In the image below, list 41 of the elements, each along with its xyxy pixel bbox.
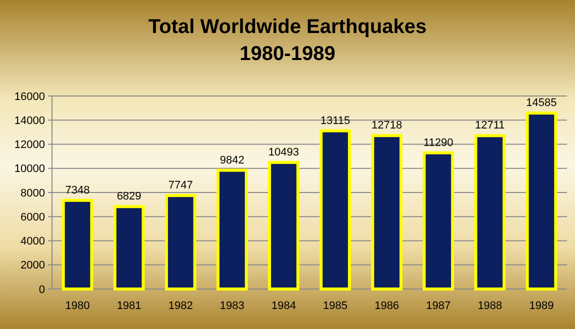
y-tick-label: 4000 — [20, 236, 45, 248]
data-label: 13115 — [320, 114, 350, 127]
x-tick-label: 1986 — [374, 300, 400, 312]
bar — [216, 168, 248, 290]
x-tick-label: 1981 — [116, 300, 142, 312]
data-label: 6829 — [116, 190, 142, 203]
data-label: 14585 — [526, 97, 557, 110]
chart-title: Total Worldwide Earthquakes — [148, 16, 427, 38]
y-tick-label: 12000 — [14, 139, 45, 152]
x-tick-label: 1982 — [168, 300, 193, 312]
data-label: 12711 — [475, 120, 505, 132]
x-tick-label: 1988 — [478, 300, 502, 312]
x-tick-label: 1983 — [220, 300, 244, 312]
data-label: 7747 — [168, 180, 193, 192]
chart-subtitle: 1980-1989 — [240, 43, 336, 65]
bar — [62, 198, 94, 290]
x-tick-label: 1989 — [529, 300, 554, 312]
y-tick-label: 2000 — [20, 260, 45, 272]
x-tick-label: 1987 — [426, 300, 451, 312]
y-tick-label: 6000 — [20, 211, 45, 224]
data-label: 11290 — [423, 136, 454, 149]
data-label: 7348 — [65, 184, 90, 196]
bar — [474, 134, 506, 290]
y-tick-label: 0 — [38, 284, 45, 296]
bar — [113, 205, 145, 290]
bar — [526, 112, 558, 290]
bar — [422, 151, 454, 290]
data-label: 10493 — [268, 146, 300, 158]
x-tick-label: 1984 — [271, 300, 296, 312]
y-tick-label: 8000 — [20, 187, 45, 200]
y-tick-label: 16000 — [14, 90, 45, 103]
bar — [164, 194, 196, 290]
x-tick-label: 1985 — [323, 300, 348, 312]
data-label: 9842 — [220, 154, 244, 166]
bar — [320, 129, 351, 290]
y-tick-label: 14000 — [14, 114, 45, 127]
bar — [268, 160, 300, 290]
y-tick-label: 10000 — [14, 163, 45, 176]
data-label: 12718 — [372, 120, 402, 132]
bar — [371, 134, 403, 290]
x-tick-label: 1980 — [65, 300, 90, 312]
